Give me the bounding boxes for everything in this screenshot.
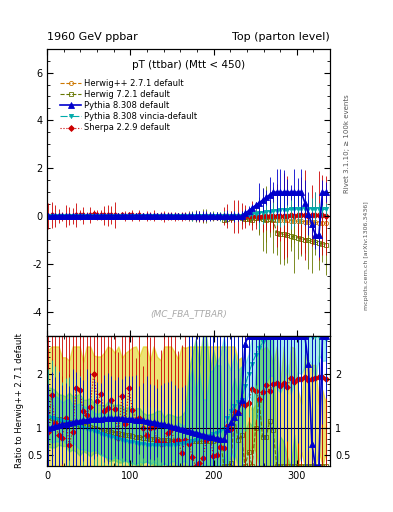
Text: pT (ttbar) (Mtt < 450): pT (ttbar) (Mtt < 450) bbox=[132, 60, 245, 70]
Text: mcplots.cern.ch [arXiv:1306.3436]: mcplots.cern.ch [arXiv:1306.3436] bbox=[364, 202, 369, 310]
Text: (MC_FBA_TTBAR): (MC_FBA_TTBAR) bbox=[150, 309, 227, 318]
Text: Top (parton level): Top (parton level) bbox=[232, 32, 330, 42]
Text: 1960 GeV ppbar: 1960 GeV ppbar bbox=[47, 32, 138, 42]
Text: Rivet 3.1.10; ≥ 100k events: Rivet 3.1.10; ≥ 100k events bbox=[344, 94, 350, 193]
Y-axis label: Ratio to Herwig++ 2.7.1 default: Ratio to Herwig++ 2.7.1 default bbox=[15, 333, 24, 468]
Legend: Herwig++ 2.7.1 default, Herwig 7.2.1 default, Pythia 8.308 default, Pythia 8.308: Herwig++ 2.7.1 default, Herwig 7.2.1 def… bbox=[57, 76, 201, 136]
